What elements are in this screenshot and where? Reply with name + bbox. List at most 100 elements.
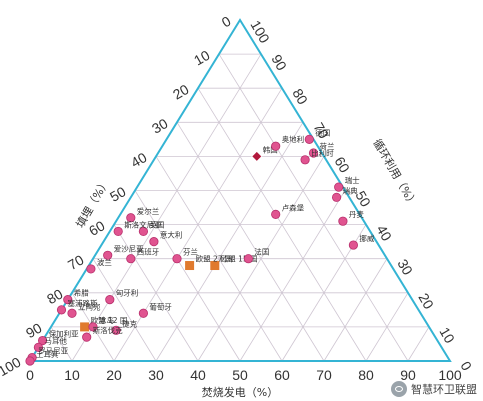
point-marker bbox=[210, 261, 220, 271]
point-marker bbox=[67, 308, 77, 318]
point-label: 奥地利 bbox=[282, 134, 305, 144]
tick-label-incineration: 0 bbox=[26, 367, 34, 383]
point-marker bbox=[25, 356, 35, 366]
point-label: 瑞典 bbox=[343, 185, 358, 195]
point-marker bbox=[86, 264, 96, 274]
point-marker bbox=[149, 237, 159, 247]
triangle-frame bbox=[28, 18, 452, 362]
point-marker bbox=[126, 213, 136, 223]
point-label: 爱尔兰 bbox=[137, 206, 160, 216]
grid-line bbox=[134, 190, 241, 362]
tick-label-landfill: 40 bbox=[128, 149, 150, 171]
tick-label-incineration: 30 bbox=[148, 367, 164, 383]
point-label: 冰岛 bbox=[99, 315, 114, 325]
tick-label-recycling: 70 bbox=[310, 120, 332, 142]
tick-label-incineration: 70 bbox=[316, 367, 332, 383]
point-label: 西班牙 bbox=[137, 247, 160, 257]
point-label: 丹麦 bbox=[349, 209, 364, 219]
point-marker bbox=[113, 226, 123, 237]
point-marker bbox=[271, 209, 281, 219]
point-label: 法国 bbox=[254, 247, 269, 257]
tick-label-recycling: 100 bbox=[247, 18, 273, 46]
grid-line bbox=[218, 53, 409, 362]
watermark: 智慧环卫联盟 bbox=[391, 381, 477, 397]
point-label: 芬兰 bbox=[183, 247, 198, 257]
tick-label-recycling: 20 bbox=[415, 290, 437, 312]
point-marker bbox=[308, 148, 319, 158]
tick-label-incineration: 10 bbox=[64, 367, 80, 383]
point-label: 英国 bbox=[149, 219, 164, 229]
point-label: 葡萄牙 bbox=[149, 301, 172, 311]
point-label: 欧盟 15 国 bbox=[221, 254, 258, 264]
point-label: 罗马尼亚 bbox=[38, 347, 68, 356]
tick-label-incineration: 80 bbox=[358, 367, 374, 383]
tick-labels: 0 10 20 30 40 50 60 70 80 90 100010203040506070809… bbox=[0, 13, 475, 383]
point-label: 意大利 bbox=[160, 230, 183, 240]
tick-label-landfill: 80 bbox=[44, 285, 66, 307]
point-label: 立陶宛 bbox=[78, 301, 101, 311]
axis-title-recycling: 循环利用（%） bbox=[370, 137, 419, 210]
point-label: 爱沙尼亚 bbox=[114, 244, 144, 253]
point-label: 斯洛伐克 bbox=[93, 325, 123, 335]
tick-label-landfill: 60 bbox=[86, 217, 108, 239]
tick-label-incineration: 40 bbox=[190, 367, 206, 383]
point-marker bbox=[105, 295, 115, 305]
point-marker bbox=[138, 226, 148, 237]
grid-line bbox=[176, 122, 325, 362]
tick-label-landfill: 10 bbox=[191, 47, 213, 69]
point-marker bbox=[138, 308, 148, 318]
grid-line bbox=[50, 326, 73, 362]
point-label: 捷克 bbox=[122, 318, 137, 328]
point-marker bbox=[243, 254, 253, 264]
point-label: 荷兰 bbox=[320, 141, 335, 151]
tick-label-landfill: 50 bbox=[107, 183, 129, 205]
point-marker bbox=[338, 216, 348, 226]
tick-label-recycling: 40 bbox=[373, 222, 395, 244]
grid-line bbox=[365, 292, 409, 362]
point-label: 德国 bbox=[315, 127, 330, 137]
grid-line bbox=[155, 122, 304, 362]
point-label: 保加利亚 bbox=[49, 329, 79, 339]
tick-label-landfill: 30 bbox=[149, 115, 171, 137]
point-marker bbox=[111, 325, 121, 335]
point-label: 比利时 bbox=[311, 148, 334, 158]
point-label: 塞浦路斯 bbox=[68, 298, 98, 308]
tick-label-landfill: 0 bbox=[219, 13, 234, 31]
point-label: 瑞士 bbox=[345, 175, 360, 185]
axis-title-incineration: 焚烧发电（%） bbox=[202, 385, 278, 399]
point-label: 马耳他 bbox=[44, 335, 67, 345]
tick-label-landfill: 100 bbox=[0, 354, 24, 380]
point-marker bbox=[103, 250, 113, 260]
point-marker bbox=[348, 240, 358, 250]
point-marker bbox=[251, 150, 263, 162]
tick-label-incineration: 100 bbox=[438, 367, 462, 383]
tick-label-incineration: 60 bbox=[274, 367, 290, 383]
grid-line bbox=[92, 258, 157, 362]
point-marker bbox=[63, 295, 73, 305]
tick-label-recycling: 50 bbox=[352, 188, 374, 210]
tick-label-recycling: 30 bbox=[394, 256, 416, 278]
grid-line bbox=[113, 224, 199, 362]
point-marker bbox=[80, 322, 90, 332]
tick-label-recycling: 80 bbox=[289, 86, 311, 108]
point-label: 欧盟 27 国 bbox=[196, 254, 233, 264]
tick-label-incineration: 20 bbox=[106, 367, 122, 383]
point-marker bbox=[82, 332, 92, 342]
point-label: 匈牙利 bbox=[116, 288, 139, 298]
point-label: 土耳其 bbox=[36, 349, 59, 359]
point-marker bbox=[300, 155, 310, 165]
point-marker bbox=[334, 182, 344, 192]
point-marker bbox=[172, 254, 182, 264]
grid-line bbox=[407, 326, 430, 362]
tick-label-landfill: 70 bbox=[65, 251, 87, 273]
point-label: 韩国 bbox=[263, 144, 278, 154]
point-marker bbox=[37, 335, 48, 346]
tick-label-incineration: 90 bbox=[400, 367, 416, 383]
tick-label-recycling: 10 bbox=[436, 324, 458, 346]
point-label: 挪威 bbox=[359, 233, 374, 243]
tick-label-landfill: 20 bbox=[170, 81, 192, 103]
point-label: 波兰 bbox=[97, 257, 112, 267]
tick-label-recycling: 60 bbox=[331, 154, 353, 176]
